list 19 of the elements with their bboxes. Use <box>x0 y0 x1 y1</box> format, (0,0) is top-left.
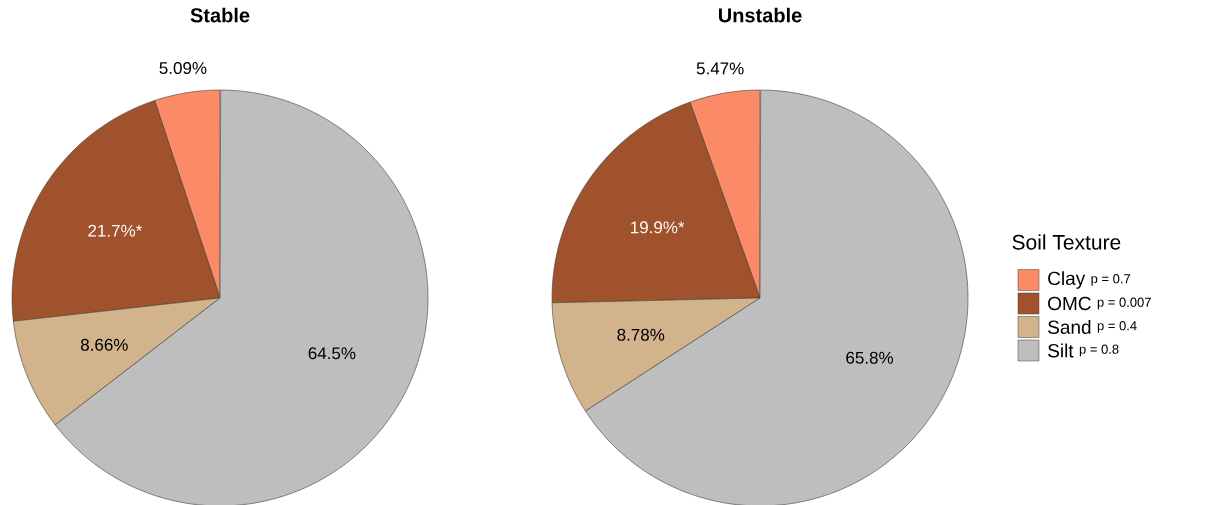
data-label: 8.66% <box>80 338 128 351</box>
legend-label: Sand <box>1048 320 1091 334</box>
text: p = 0.007 <box>1097 297 1151 310</box>
legend-label: OMC <box>1048 296 1091 311</box>
data-label: 5.09% <box>159 61 207 75</box>
legend-label: Clay <box>1048 271 1086 289</box>
data-label: 5.47% <box>696 62 744 75</box>
text: p = 0.7 <box>1091 274 1131 286</box>
data-label: 65.8% <box>846 351 894 364</box>
legend-label: Silt <box>1048 343 1074 358</box>
data-label: 19.9%* <box>631 221 685 234</box>
data-label: 21.7%* <box>88 224 143 237</box>
text: p = 0.4 <box>1097 321 1137 333</box>
legend-title: Soil Texture <box>1012 234 1121 250</box>
chart-title: Stable <box>190 7 250 23</box>
text: p = 0.8 <box>1079 344 1119 357</box>
data-label: 8.78% <box>617 328 665 341</box>
data-label: 64.5% <box>308 347 356 360</box>
chart-title: Unstable <box>718 7 802 23</box>
